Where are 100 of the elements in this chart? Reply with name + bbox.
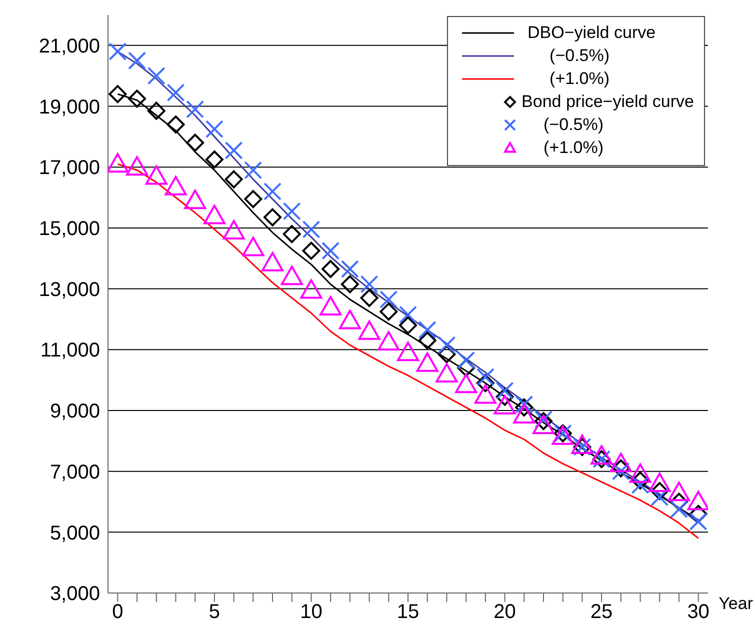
point [496,382,514,400]
point [242,236,264,256]
point [629,463,652,483]
y-tick-label: 15,000 [38,218,100,240]
legend-label: (+1.0%) [542,137,604,159]
point [224,141,243,160]
point [166,84,185,102]
point [670,492,688,511]
point [513,404,536,424]
point [262,252,284,272]
point [436,362,458,382]
point [166,116,185,134]
y-tick-label: 17,000 [38,157,100,180]
point [358,320,380,340]
point [203,204,226,224]
point [418,320,436,339]
point [397,342,419,362]
x-tick-label: 15 [396,601,420,624]
point [360,288,378,307]
y-tick-label: 11,000 [40,340,100,362]
point [264,182,282,200]
point [282,202,301,220]
point [147,102,166,120]
point [494,394,516,414]
point [280,266,303,286]
point [302,242,320,260]
point [164,176,187,196]
point [476,374,494,392]
y-tick-label: 21,000 [38,36,100,58]
y-tick-label: 7,000 [50,461,100,484]
point [322,242,340,260]
point [264,208,282,226]
point [340,275,359,294]
x-tick-label: 0 [112,601,124,624]
y-tick-label: 13,000 [38,278,100,301]
x-tick-label: 20 [494,601,516,624]
point [108,153,129,173]
point [340,260,359,278]
y-tick-label: 9,000 [50,400,100,423]
point [126,156,148,176]
point [438,345,456,364]
point [650,482,669,500]
point [650,488,669,506]
point [380,302,398,321]
y-tick-label: 19,000 [38,96,100,118]
point [282,225,301,244]
point [322,260,340,278]
point [300,279,322,299]
point [378,331,400,351]
point [205,150,224,168]
x-axis-title: Year [718,594,753,614]
point [687,490,708,510]
legend-label: DBO−yield curve [528,22,656,44]
point [399,316,417,334]
point [590,445,613,465]
point [455,374,478,394]
point [399,306,417,324]
point [186,134,204,152]
point [457,351,476,370]
point [668,482,690,502]
y-tick-label: 5,000 [50,522,100,544]
point [145,165,168,185]
point [108,42,127,61]
point [416,352,438,372]
point [670,500,688,518]
legend-label: Bond price−yield curve [522,91,694,113]
point [438,336,456,354]
x-tick-label: 25 [590,601,613,624]
point [571,434,594,454]
legend-label: (+1.0%) [548,68,610,90]
point [610,452,632,472]
legend-label: (−0.5%) [548,45,610,67]
point [380,290,398,308]
point [360,275,378,294]
point [532,414,554,434]
y-tick-label: 3,000 [50,583,100,606]
point [689,512,708,531]
x-tick-label: 10 [300,601,322,624]
point [244,161,262,180]
legend-label: (−0.5%) [542,114,604,136]
point [302,220,320,238]
point [222,220,245,240]
point [631,476,650,494]
point [224,170,243,188]
point [474,384,496,404]
point [184,190,206,210]
point [108,85,127,104]
point [128,52,146,70]
point [128,90,146,108]
point [418,332,436,350]
point [205,120,224,138]
x-tick-label: 30 [687,601,710,624]
point [147,66,166,85]
point [338,310,361,330]
point [244,190,262,208]
point [186,100,204,118]
point [476,368,494,386]
point [320,296,342,316]
point [648,472,671,492]
x-tick-label: 5 [208,601,220,624]
